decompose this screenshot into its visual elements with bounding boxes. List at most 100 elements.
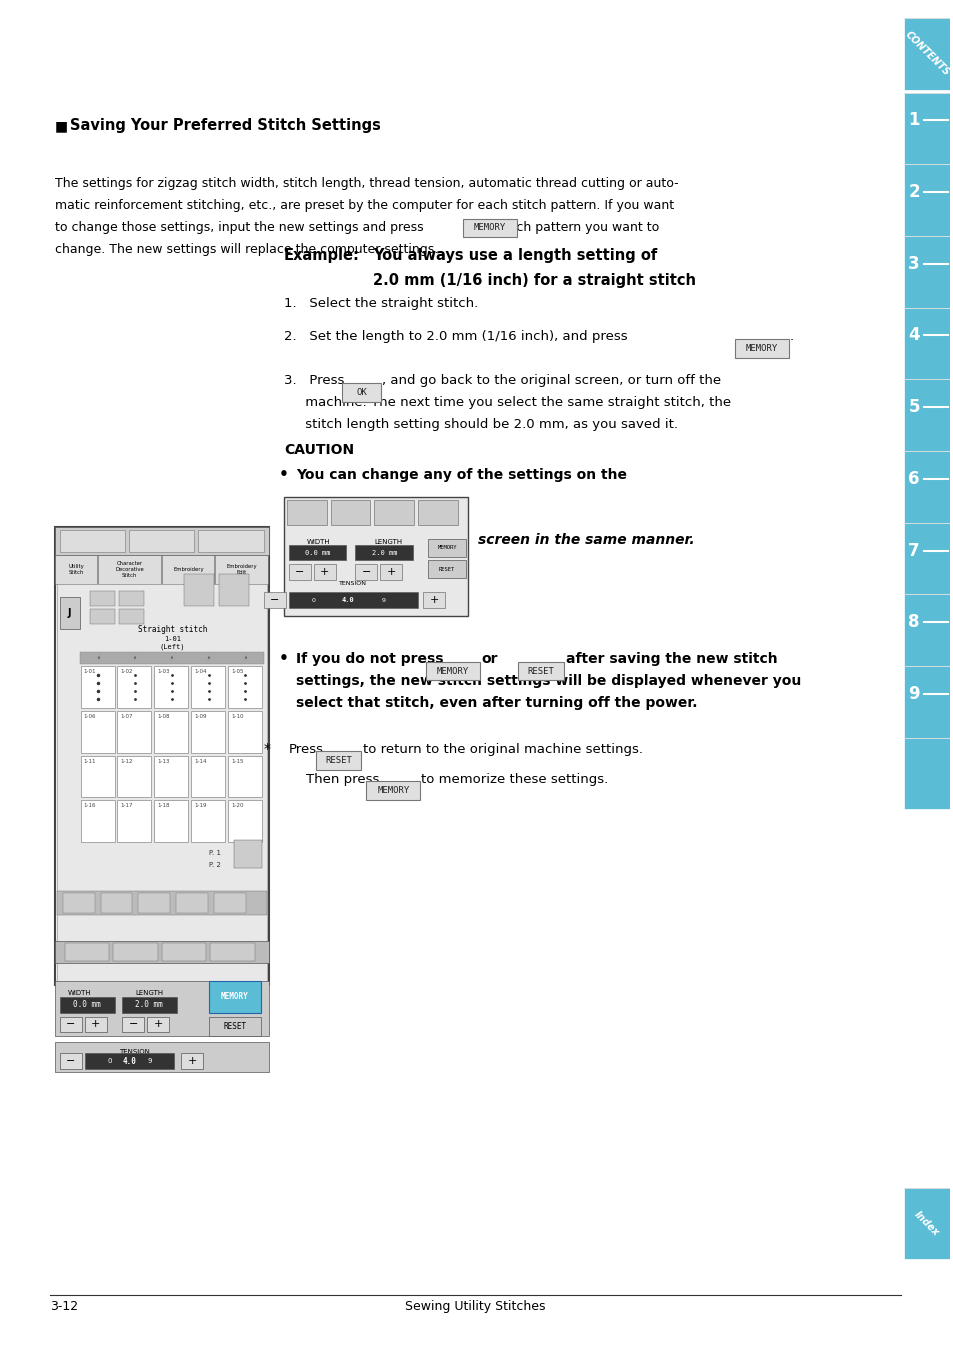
Text: RESET: RESET — [527, 666, 554, 676]
Text: 4.0: 4.0 — [122, 1057, 136, 1066]
Text: If you do not press: If you do not press — [295, 651, 443, 666]
Text: stitch length setting should be 2.0 mm, as you saved it.: stitch length setting should be 2.0 mm, … — [283, 419, 677, 431]
Text: ⚡: ⚡ — [243, 656, 247, 661]
Text: 5: 5 — [907, 398, 919, 416]
Bar — [191, 666, 225, 708]
Text: 1-04: 1-04 — [194, 669, 207, 674]
Text: −: − — [66, 1019, 75, 1030]
Text: −: − — [66, 1057, 75, 1066]
Text: +: + — [429, 595, 438, 606]
Bar — [264, 592, 286, 608]
Bar — [283, 497, 468, 616]
Text: 3-12: 3-12 — [50, 1300, 78, 1314]
Text: RESET: RESET — [325, 756, 352, 765]
Bar — [903, 17, 949, 90]
Bar — [54, 941, 269, 962]
Text: to memorize these settings.: to memorize these settings. — [420, 773, 608, 786]
Bar — [162, 555, 214, 584]
Text: +: + — [386, 568, 395, 577]
Text: 1-12: 1-12 — [120, 759, 132, 763]
Text: −: − — [361, 568, 371, 577]
Bar — [191, 755, 225, 797]
Text: +: + — [319, 568, 329, 577]
Text: 2.   Set the length to 2.0 mm (1/16 inch), and press: 2. Set the length to 2.0 mm (1/16 inch),… — [283, 330, 627, 343]
Bar — [903, 738, 949, 809]
Bar — [122, 1016, 144, 1032]
FancyBboxPatch shape — [315, 751, 361, 770]
Text: 1-13: 1-13 — [157, 759, 170, 763]
Text: Embroidery: Embroidery — [173, 567, 204, 572]
Text: after saving the new stitch: after saving the new stitch — [565, 651, 777, 666]
Bar — [176, 892, 208, 913]
Text: *: * — [264, 742, 271, 755]
Bar — [287, 499, 326, 525]
Bar — [81, 801, 114, 843]
Text: 2.0 mm: 2.0 mm — [135, 1000, 163, 1010]
Bar — [219, 575, 249, 606]
Bar — [228, 666, 261, 708]
Bar — [191, 801, 225, 843]
Text: , and go back to the original screen, or turn off the: , and go back to the original screen, or… — [382, 374, 720, 388]
Bar — [117, 666, 152, 708]
Bar — [181, 1054, 203, 1069]
Text: 2: 2 — [907, 183, 919, 201]
Text: 1-16: 1-16 — [84, 804, 96, 809]
Bar — [100, 892, 132, 913]
Bar — [289, 592, 417, 608]
Text: 1-11: 1-11 — [84, 759, 96, 763]
Bar — [85, 1016, 107, 1032]
Text: 6: 6 — [907, 470, 919, 487]
Text: MEMORY: MEMORY — [221, 992, 249, 1001]
Text: 1-01
(Left): 1-01 (Left) — [159, 637, 185, 650]
Text: ⚡: ⚡ — [207, 656, 211, 661]
Bar — [122, 996, 177, 1012]
Text: .: . — [789, 330, 793, 343]
Bar — [117, 801, 152, 843]
Text: −: − — [270, 595, 279, 606]
Text: 1-17: 1-17 — [120, 804, 132, 809]
Text: LENGTH: LENGTH — [374, 538, 402, 545]
Text: −: − — [129, 1019, 138, 1030]
Text: P. 1: P. 1 — [209, 851, 221, 856]
FancyBboxPatch shape — [426, 661, 479, 681]
Text: to return to the original machine settings.: to return to the original machine settin… — [363, 743, 642, 755]
Text: OK: OK — [355, 388, 366, 397]
Bar — [147, 1016, 169, 1032]
Text: ⚡: ⚡ — [96, 656, 100, 661]
Bar — [417, 499, 457, 525]
Text: to change those settings, input the new settings and press              for each: to change those settings, input the new … — [54, 221, 659, 234]
Text: 1-19: 1-19 — [194, 804, 207, 809]
Bar — [56, 891, 267, 915]
Text: 0.0 mm: 0.0 mm — [305, 549, 330, 556]
Text: MEMORY: MEMORY — [376, 786, 409, 795]
Bar — [97, 555, 161, 584]
Text: CONTENTS: CONTENTS — [902, 30, 950, 78]
Text: MEMORY: MEMORY — [436, 545, 456, 551]
Bar — [210, 942, 254, 961]
Bar — [90, 591, 114, 606]
Text: Embroidery
Edit: Embroidery Edit — [227, 564, 257, 575]
FancyBboxPatch shape — [517, 661, 563, 681]
Text: The settings for zigzag stitch width, stitch length, thread tension, automatic t: The settings for zigzag stitch width, st… — [54, 178, 678, 190]
Bar — [903, 164, 949, 236]
Bar — [903, 1187, 949, 1260]
Bar — [65, 942, 110, 961]
Bar — [117, 755, 152, 797]
Text: Straight stitch: Straight stitch — [137, 625, 207, 634]
Bar — [355, 564, 377, 580]
Text: J: J — [68, 608, 71, 618]
Bar — [374, 499, 414, 525]
Bar — [79, 651, 264, 664]
Text: CAUTION: CAUTION — [283, 443, 354, 456]
Bar — [63, 892, 94, 913]
Text: change. The new settings will replace the computer settings.: change. The new settings will replace th… — [54, 242, 437, 256]
Bar — [228, 755, 261, 797]
Bar — [60, 1054, 82, 1069]
Bar — [60, 529, 125, 552]
Bar — [54, 981, 269, 1036]
Bar — [209, 1016, 260, 1036]
Bar — [233, 840, 261, 868]
Text: matic reinforcement stitching, etc., are preset by the computer for each stitch : matic reinforcement stitching, etc., are… — [54, 199, 673, 213]
Text: Index: Index — [912, 1209, 941, 1238]
Text: 1-09: 1-09 — [194, 713, 207, 719]
